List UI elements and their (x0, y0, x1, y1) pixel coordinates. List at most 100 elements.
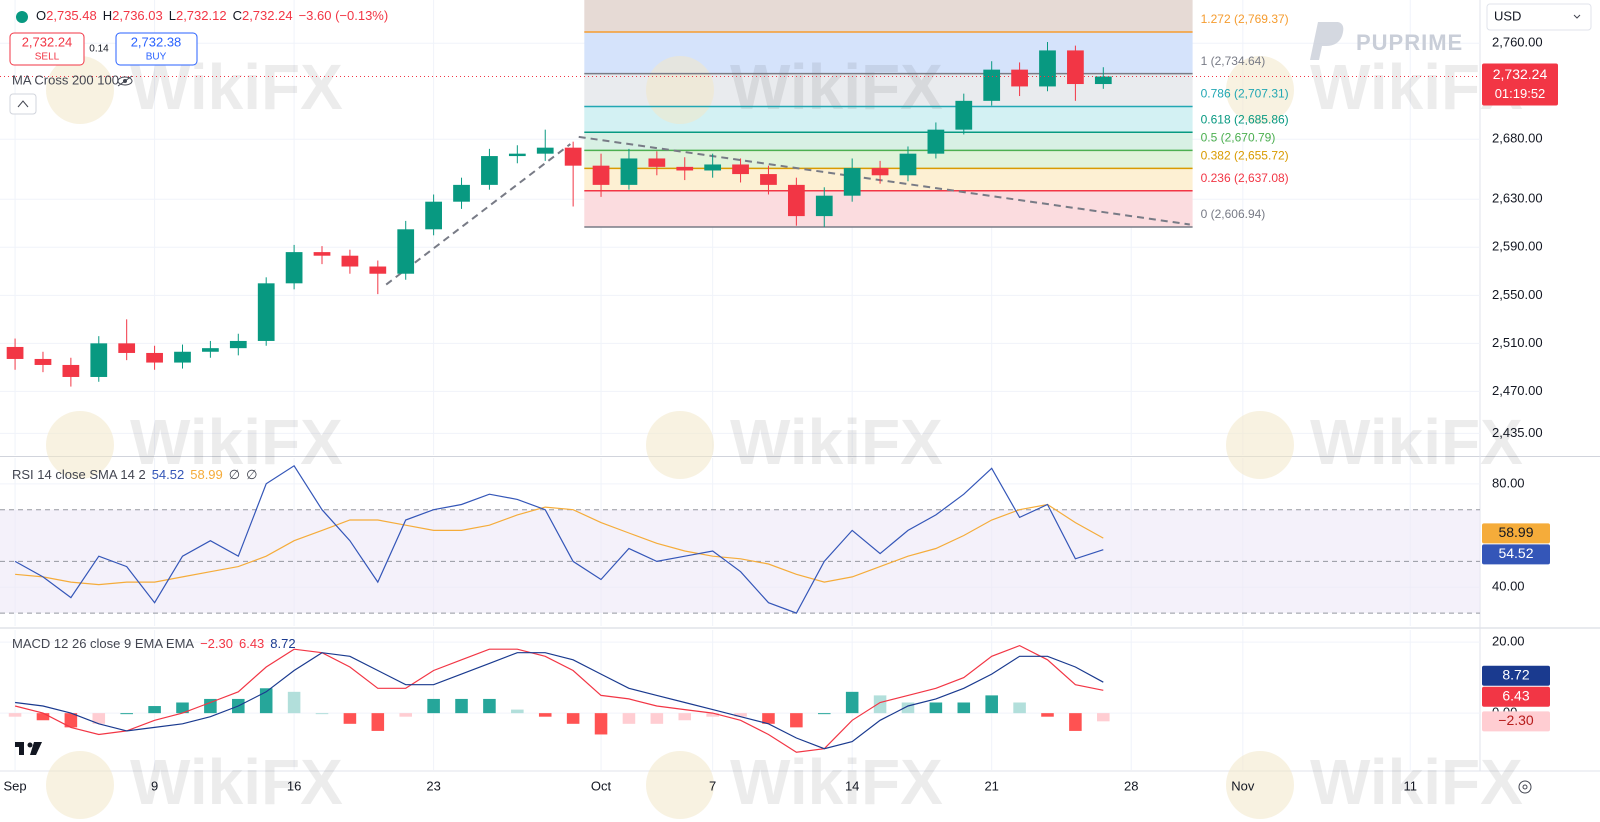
fib-level-label: 0.382 (2,655.72) (1201, 149, 1289, 163)
price-tag-value: 2,732.24 (1493, 66, 1548, 82)
y-tick-label: 2,630.00 (1492, 191, 1543, 206)
legend-title: MACD 12 26 close 9 EMA EMA (12, 636, 194, 651)
histogram-bar (36, 713, 50, 721)
ohlc-value: 2,732.24 (242, 8, 293, 23)
ohlc-value: 2,735.48 (46, 8, 97, 23)
candle-body (174, 351, 191, 363)
x-tick-label: Oct (591, 778, 612, 793)
candle-body (90, 343, 108, 377)
histogram-bar (8, 713, 22, 717)
legend-extra: ∅ (229, 467, 240, 482)
watermark-logo (1226, 751, 1294, 819)
y-tick-label: 40.00 (1492, 579, 1525, 594)
watermark: WikiFX (130, 406, 343, 478)
y-tick-label: 2,510.00 (1492, 335, 1543, 350)
currency[interactable]: USD (1494, 8, 1521, 23)
histogram-bar (259, 688, 273, 714)
histogram-bar (706, 713, 719, 717)
currency-select[interactable] (1486, 3, 1592, 31)
candle-body (620, 158, 638, 185)
candle-body (843, 168, 861, 196)
histogram-bar (650, 713, 664, 724)
legend-value: −2.30 (200, 636, 233, 651)
histogram-bar (734, 713, 747, 717)
buy-label[interactable]: BUY (146, 52, 167, 63)
collapse-button[interactable] (9, 93, 37, 115)
candle-body (202, 348, 219, 352)
ohlc-key: H (103, 8, 112, 23)
sell-button[interactable] (9, 32, 85, 66)
macd-line (14, 644, 1104, 753)
candle-body (257, 283, 275, 341)
sell-price[interactable]: 2,732.24 (22, 34, 73, 49)
brand-logo (1310, 22, 1344, 60)
buy-button[interactable] (115, 32, 198, 66)
histogram-bar (343, 713, 357, 724)
y-tick-label: 2,470.00 (1492, 383, 1543, 398)
candle-body (1011, 69, 1028, 87)
candle-body (927, 129, 945, 154)
candle-body (676, 166, 694, 171)
ohlc-key: L (169, 8, 176, 23)
histogram-bar (399, 713, 412, 717)
histogram-bar (901, 702, 915, 714)
candle-body (760, 174, 777, 185)
histogram-bar (594, 713, 608, 735)
signal-line (15, 652, 1104, 750)
value-tag-label: 8.72 (1502, 666, 1529, 682)
candle-body (564, 147, 582, 166)
legend-value: 6.43 (239, 636, 264, 651)
fib-level-label: 1.272 (2,769.37) (1201, 12, 1289, 26)
y-tick-label: 2,680.00 (1492, 131, 1543, 146)
value-tag-label: −2.30 (1498, 712, 1534, 728)
watermark-logo (646, 411, 714, 479)
x-tick-label: 11 (1403, 778, 1417, 793)
histogram-bar (148, 706, 161, 714)
ohlc-value: 2,732.12 (176, 8, 227, 23)
ui-layer: O2,735.48 H2,736.03 L2,732.12 C2,732.24 −3.6… (3, 3, 1592, 794)
histogram-bar (929, 702, 943, 714)
watermark-logo (46, 751, 114, 819)
buy-price[interactable]: 2,732.38 (131, 34, 182, 49)
candle-body (592, 165, 610, 185)
candle-body (118, 343, 136, 353)
candle-body (453, 184, 470, 202)
value-tag-label: 54.52 (1498, 545, 1533, 561)
watermark-logo (46, 411, 114, 479)
y-tick-label: 2,550.00 (1492, 287, 1543, 302)
candle-body (34, 358, 52, 365)
candle-body (536, 147, 554, 154)
watermark-logo (46, 56, 114, 124)
candle-body (313, 252, 331, 256)
candle-body (871, 168, 889, 176)
candle-body (1094, 76, 1112, 85)
histogram-bar (120, 713, 133, 715)
sell-label[interactable]: SELL (35, 52, 60, 63)
legend-value: 58.99 (190, 467, 223, 482)
collapse-icon (17, 100, 29, 108)
candle-body (397, 229, 415, 274)
y-tick-label: 2,760.00 (1492, 35, 1543, 50)
ohlc-value: 2,736.03 (112, 8, 163, 23)
change: −3.60 (−0.13%) (299, 8, 389, 23)
candle-body (955, 100, 973, 130)
histogram-bar (957, 702, 971, 714)
trend-line (385, 143, 571, 286)
fib-zone (584, 150, 1193, 169)
legend-extra: ∅ (246, 467, 257, 482)
histogram-bar (455, 698, 468, 714)
histogram-bar (873, 695, 887, 714)
fib-zone (584, 132, 1193, 151)
value-tag (1482, 711, 1550, 732)
histogram-bar (64, 713, 78, 728)
eye-icon[interactable] (117, 75, 133, 87)
ohlc-key: C (233, 8, 242, 23)
histogram-bar (176, 702, 189, 714)
fib-level-label: 0.5 (2,670.79) (1201, 130, 1276, 144)
histogram-bar (817, 713, 831, 715)
settings-icon[interactable] (1518, 780, 1532, 794)
candle-body (648, 158, 666, 167)
histogram-bar (790, 713, 803, 728)
watermark: WikiFX (1310, 746, 1523, 818)
histogram-bar (204, 698, 217, 714)
